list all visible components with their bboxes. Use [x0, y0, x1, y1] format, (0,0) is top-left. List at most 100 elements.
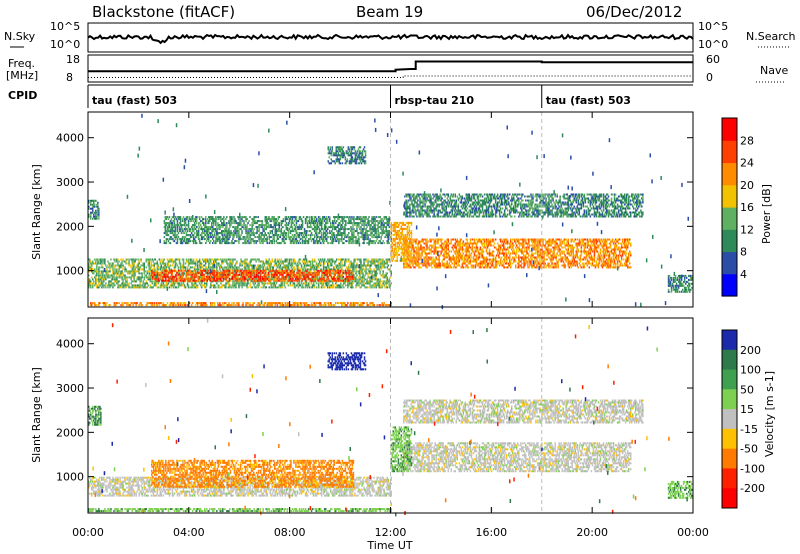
- heatmap-cell: [237, 276, 239, 278]
- heatmap-cell: [356, 270, 358, 272]
- heatmap-cell: [182, 242, 184, 244]
- heatmap-cell: [209, 220, 211, 222]
- heatmap-cell: [318, 272, 320, 274]
- heatmap-cell: [283, 226, 285, 228]
- heatmap-cell: [360, 282, 362, 284]
- heatmap-cell: [225, 302, 227, 304]
- heatmap-cell: [192, 282, 194, 284]
- heatmap-cell: [210, 240, 212, 242]
- heatmap-cell: [332, 282, 334, 284]
- heatmap-cell: [297, 263, 299, 265]
- heatmap-cell: [262, 242, 264, 244]
- heatmap-cell: [96, 218, 98, 220]
- heatmap-cell: [360, 266, 362, 268]
- heatmap-cell: [206, 278, 208, 280]
- heatmap-cell: [217, 274, 219, 276]
- heatmap-cell: [177, 242, 179, 244]
- heatmap-cell: [238, 240, 240, 242]
- heatmap-cell: [233, 304, 235, 306]
- heatmap-cell: [147, 286, 149, 288]
- heatmap-cell: [288, 274, 290, 276]
- heatmap-cell: [265, 232, 267, 234]
- heatmap-cell: [329, 150, 331, 152]
- heatmap-cell: [307, 230, 309, 232]
- heatmap-cell: [230, 234, 232, 236]
- heatmap-cell: [249, 284, 251, 286]
- heatmap-cell: [239, 284, 241, 286]
- heatmap-cell: [298, 242, 300, 244]
- heatmap-cell: [276, 270, 278, 272]
- heatmap-cell: [387, 261, 389, 263]
- heatmap-cell: [293, 230, 295, 232]
- heatmap-cell: [185, 302, 187, 304]
- heatmap-cell: [317, 224, 319, 226]
- heatmap-cell: [247, 222, 249, 224]
- heatmap-cell: [100, 284, 102, 286]
- heatmap-cell: [229, 274, 231, 276]
- heatmap-cell: [307, 222, 309, 224]
- heatmap-cell: [292, 226, 294, 228]
- heatmap-cell: [225, 284, 227, 286]
- heatmap-cell: [161, 286, 163, 288]
- heatmap-cell: [215, 224, 217, 226]
- heatmap-cell: [118, 270, 120, 272]
- heatmap-cell: [125, 261, 127, 263]
- heatmap-cell: [386, 274, 388, 276]
- heatmap-cell: [200, 261, 202, 263]
- heatmap-cell: [245, 261, 247, 263]
- heatmap-cell: [323, 278, 325, 280]
- heatmap-cell: [360, 286, 362, 288]
- heatmap-cell: [197, 226, 199, 228]
- cpid-segment-label: rbsp-tau 210: [395, 94, 475, 107]
- heatmap-cell: [141, 284, 143, 286]
- heatmap-cell: [118, 302, 120, 304]
- heatmap-cell: [269, 286, 271, 288]
- heatmap-cell: [290, 238, 292, 240]
- heatmap-cell: [301, 304, 303, 306]
- heatmap-cell: [224, 222, 226, 224]
- heatmap-cell: [175, 276, 177, 278]
- heatmap-cell: [242, 278, 244, 280]
- heatmap-cell: [310, 230, 312, 232]
- heatmap-cell: [328, 148, 330, 150]
- heatmap-cell: [284, 236, 286, 238]
- heatmap-cell: [95, 214, 97, 216]
- heatmap-cell: [231, 304, 233, 306]
- heatmap-cell: [304, 261, 306, 263]
- heatmap-cell: [291, 276, 293, 278]
- heatmap-cell: [230, 224, 232, 226]
- heatmap-cell: [225, 218, 227, 220]
- heatmap-cell: [296, 242, 298, 244]
- heatmap-cell: [109, 282, 111, 284]
- heatmap-cell: [203, 236, 205, 238]
- heatmap-cell: [244, 276, 246, 278]
- heatmap-cell: [197, 265, 199, 267]
- heatmap-cell: [378, 268, 380, 270]
- heatmap-cell: [296, 274, 298, 276]
- heatmap-cell: [301, 218, 303, 220]
- heatmap-cell: [332, 150, 334, 152]
- heatmap-cell: [339, 263, 341, 265]
- heatmap-cell: [220, 216, 222, 218]
- heatmap-cell: [351, 270, 353, 272]
- heatmap-cell: [334, 276, 336, 278]
- heatmap-cell: [277, 266, 279, 268]
- heatmap-cell: [357, 259, 359, 261]
- heatmap-cell: [169, 216, 171, 218]
- heatmap-cell: [261, 265, 263, 267]
- heatmap-cell: [96, 266, 98, 268]
- heatmap-cell: [112, 286, 114, 288]
- heatmap-cell: [233, 302, 235, 304]
- freq-label-line2: [MHz]: [6, 69, 38, 82]
- heatmap-cell: [184, 270, 186, 272]
- heatmap-cell: [177, 265, 179, 267]
- heatmap-cell: [311, 226, 313, 228]
- heatmap-cell: [161, 265, 163, 267]
- heatmap-cell: [339, 278, 341, 280]
- heatmap-cell: [358, 280, 360, 282]
- heatmap-cell: [228, 286, 230, 288]
- heatmap-cell: [175, 238, 177, 240]
- heatmap-cell: [308, 240, 310, 242]
- heatmap-cell: [172, 270, 174, 272]
- heatmap-cell: [132, 259, 134, 261]
